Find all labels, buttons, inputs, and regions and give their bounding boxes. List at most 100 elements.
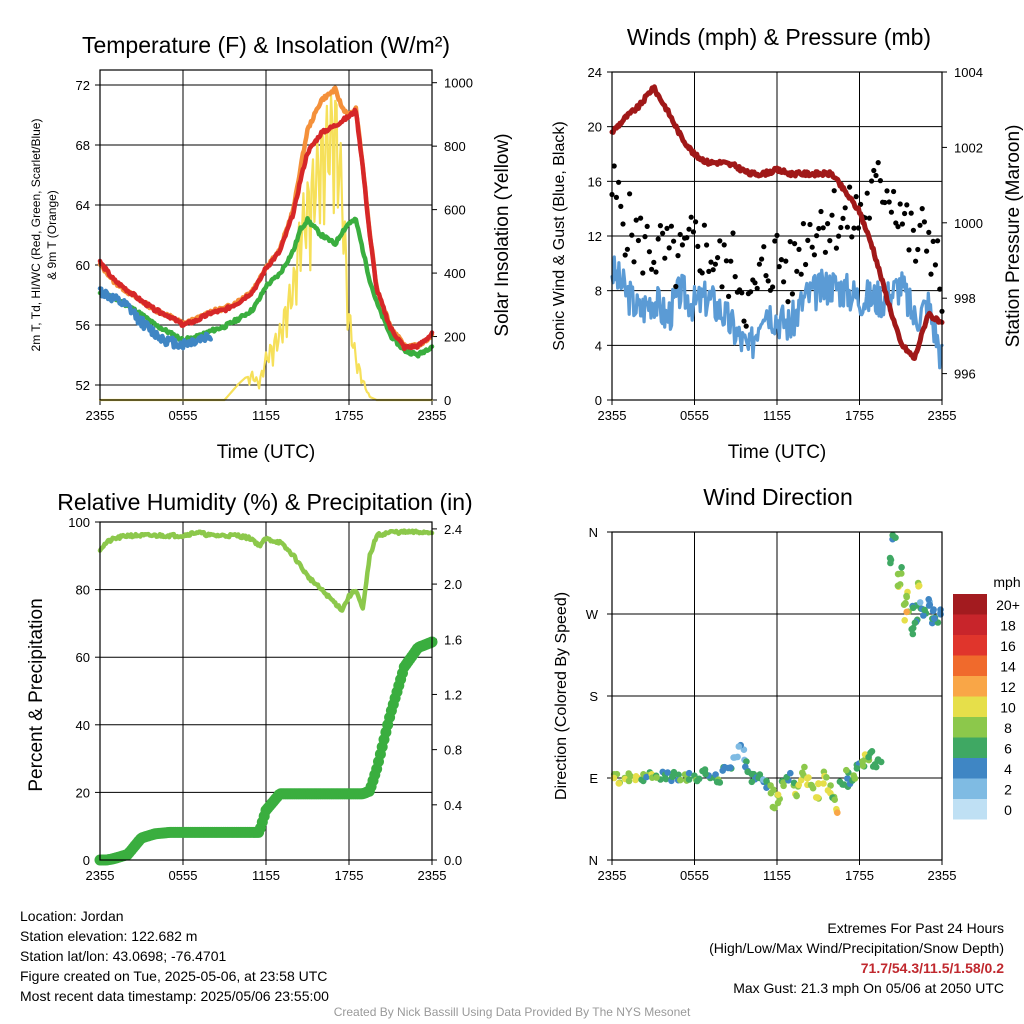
rh-ytick-label: 100 xyxy=(68,515,90,530)
direction-point xyxy=(632,773,640,780)
gust-point xyxy=(825,221,831,227)
direction-point xyxy=(889,531,896,539)
temp-ytick-label: 72 xyxy=(76,78,90,93)
gust-point xyxy=(701,222,708,228)
legend-swatch xyxy=(953,655,987,676)
legend-label: 2 xyxy=(1004,782,1012,798)
gust-point xyxy=(684,235,690,241)
extremes-info: Extremes For Past 24 Hours (High/Low/Max… xyxy=(709,918,1004,998)
direction-point xyxy=(853,765,861,772)
gust-point xyxy=(849,234,855,240)
gust-point xyxy=(666,245,672,251)
gust-point xyxy=(891,188,897,195)
temp-rtick-label: 1000 xyxy=(444,76,473,91)
wind-xtick-label: 0555 xyxy=(680,408,709,423)
gust-point xyxy=(827,238,833,244)
direction-point xyxy=(801,763,808,771)
direction-point xyxy=(809,784,817,792)
wind-ylabel: Sonic Wind & Gust (Blue, Black) xyxy=(551,121,568,350)
legend-label: 0 xyxy=(1004,802,1012,818)
rh-rtick-label: 0.4 xyxy=(444,798,462,813)
direction-point xyxy=(731,754,739,761)
direction-point xyxy=(902,600,909,607)
gust-point xyxy=(924,248,930,254)
temp-xtick-label: 2355 xyxy=(86,408,115,423)
gust-point xyxy=(743,323,749,329)
direction-point xyxy=(867,749,874,757)
legend-swatch xyxy=(953,635,987,656)
rh-ytick-label: 20 xyxy=(76,785,90,800)
created-text: Figure created on Tue, 2025-05-06, at 23… xyxy=(20,968,328,984)
gust-point xyxy=(715,255,721,261)
rh-ytick-label: 40 xyxy=(76,718,90,733)
direction-point xyxy=(843,766,850,774)
gust-point xyxy=(778,257,785,263)
dir-xtick-label: 0555 xyxy=(680,868,709,883)
dir-ylabel: Direction (Colored By Speed) xyxy=(553,592,570,800)
gust-point xyxy=(671,238,677,244)
gust-point xyxy=(807,221,813,228)
gust-point xyxy=(904,202,910,208)
direction-point xyxy=(625,777,633,785)
gust-point xyxy=(818,208,824,215)
gust-point xyxy=(653,269,659,275)
gust-point xyxy=(851,225,857,231)
gust-point xyxy=(613,194,620,200)
direction-point xyxy=(925,596,932,603)
direction-point xyxy=(787,769,794,777)
gust-point xyxy=(908,210,914,216)
direction-point xyxy=(898,570,905,577)
direction-point xyxy=(769,803,777,811)
legend-swatch xyxy=(953,676,987,697)
wind-ytick-label: 20 xyxy=(588,120,602,135)
rh-ytick-label: 60 xyxy=(76,650,90,665)
wind-rtick-label: 1000 xyxy=(954,216,983,231)
gust-point xyxy=(910,227,917,233)
rh-frame xyxy=(99,521,433,861)
temp-xtick-label: 1155 xyxy=(252,408,280,423)
dir-ytick-label: W xyxy=(586,607,599,622)
dir-frame xyxy=(611,531,943,861)
direction-point xyxy=(921,606,928,614)
rh-rtick-label: 0.0 xyxy=(444,853,462,868)
gust-point xyxy=(655,236,661,242)
gust-point xyxy=(695,243,701,249)
gust-point xyxy=(917,222,923,228)
wc-line xyxy=(97,286,213,351)
gust-point xyxy=(814,233,820,239)
legend-swatch xyxy=(953,696,987,717)
temp-ylabel-2: & 9m T (Orange) xyxy=(45,190,59,280)
legend-label: 10 xyxy=(1000,700,1016,716)
gust-point xyxy=(644,223,650,229)
direction-point xyxy=(909,604,917,612)
gust-point xyxy=(677,231,683,238)
temp-ytick-label: 52 xyxy=(76,378,90,393)
gust-point xyxy=(847,184,853,190)
gust-point xyxy=(919,206,925,212)
rh-rtick-label: 0.8 xyxy=(444,743,462,758)
gust-point xyxy=(708,259,714,265)
gust-point xyxy=(864,190,870,196)
gust-point xyxy=(882,199,888,206)
gust-point xyxy=(728,258,734,264)
rh-rtick-label: 1.6 xyxy=(444,632,462,647)
direction-point xyxy=(827,782,834,789)
wind-ytick-label: 4 xyxy=(595,338,602,353)
gust-point xyxy=(902,210,908,217)
gust-point xyxy=(884,188,890,194)
temp-rtick-label: 200 xyxy=(444,330,466,345)
gust-point xyxy=(668,223,675,229)
direction-point xyxy=(767,789,775,797)
wind-ytick-label: 16 xyxy=(588,174,602,189)
gust-point xyxy=(895,224,901,230)
gust-point xyxy=(624,246,631,252)
gust-point xyxy=(686,226,692,232)
gust-point xyxy=(712,261,719,267)
gust-point xyxy=(675,253,681,259)
gust-point xyxy=(789,291,796,297)
temp-ytick-label: 56 xyxy=(76,318,90,333)
gust-point xyxy=(730,230,736,236)
gust-point xyxy=(754,285,760,291)
dir-ytick-label: E xyxy=(589,771,598,786)
